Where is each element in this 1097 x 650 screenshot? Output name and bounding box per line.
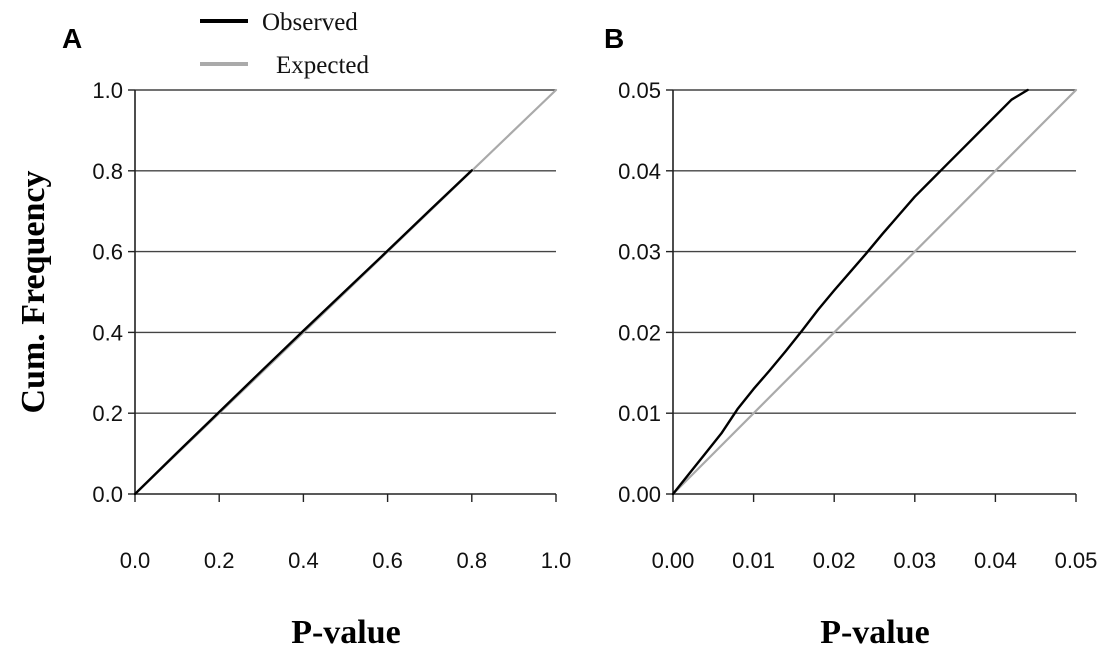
panel-b-x-axis-title: P-value xyxy=(820,614,930,650)
panel-a-x-tick-label: 0.8 xyxy=(457,548,488,573)
panel-a-y-tick-label: 0.6 xyxy=(92,240,123,265)
panel-a-y-tick-label: 1.0 xyxy=(92,78,123,103)
panel-b-x-tick-label: 0.02 xyxy=(813,548,856,573)
panel-a-x-tick-label: 0.2 xyxy=(204,548,235,573)
legend-label-observed: Observed xyxy=(262,9,358,36)
panel-a-x-tick-label: 0.4 xyxy=(288,548,319,573)
panel-a-series-observed-line xyxy=(133,169,473,496)
panel-a: A Cum. Frequency P-value 0.0 0.2 0.4 0.6 0.8… xyxy=(15,23,571,650)
panel-a-y-tick-label: 0.2 xyxy=(92,401,123,426)
panel-b-y-tick-label: 0.04 xyxy=(618,159,661,184)
panel-b-y-tick-label: 0.01 xyxy=(618,401,661,426)
panel-b-y-tick-label: 0.00 xyxy=(618,482,661,507)
legend: Observed Expected xyxy=(200,9,370,79)
panel-a-x-tick-label: 0.0 xyxy=(120,548,151,573)
panel-b-y-tick-label: 0.03 xyxy=(618,240,661,265)
panel-b-x-tick-label: 0.03 xyxy=(893,548,936,573)
panel-a-y-tick-label: 0.8 xyxy=(92,159,123,184)
panel-b-x-tick-label: 0.05 xyxy=(1055,548,1097,573)
panel-b-series-expected-line xyxy=(671,88,1078,496)
panel-b-letter: B xyxy=(604,23,624,54)
panel-a-letter: A xyxy=(62,23,82,54)
panel-b-x-tick-label: 0.00 xyxy=(652,548,695,573)
panel-a-y-tick-label: 0.4 xyxy=(92,320,123,345)
panel-b-y-tick-label: 0.05 xyxy=(618,78,661,103)
panel-a-y-tick-label: 0.0 xyxy=(92,482,123,507)
panel-a-y-axis-title: Cum. Frequency xyxy=(15,170,52,413)
panel-b-series-observed-line xyxy=(671,88,1029,496)
panel-a-x-tick-label: 1.0 xyxy=(541,548,572,573)
panel-a-x-axis-title: P-value xyxy=(291,614,401,650)
panel-b-x-tick-label: 0.04 xyxy=(974,548,1017,573)
panel-b-y-tick-label: 0.02 xyxy=(618,320,661,345)
legend-label-expected: Expected xyxy=(276,52,370,79)
panel-a-x-tick-label: 0.6 xyxy=(372,548,403,573)
panel-b-x-tick-label: 0.01 xyxy=(732,548,775,573)
panel-b: B P-value 0.00 0.01 0.02 0.03 0.04 0.05 0.00 0.… xyxy=(604,23,1097,650)
